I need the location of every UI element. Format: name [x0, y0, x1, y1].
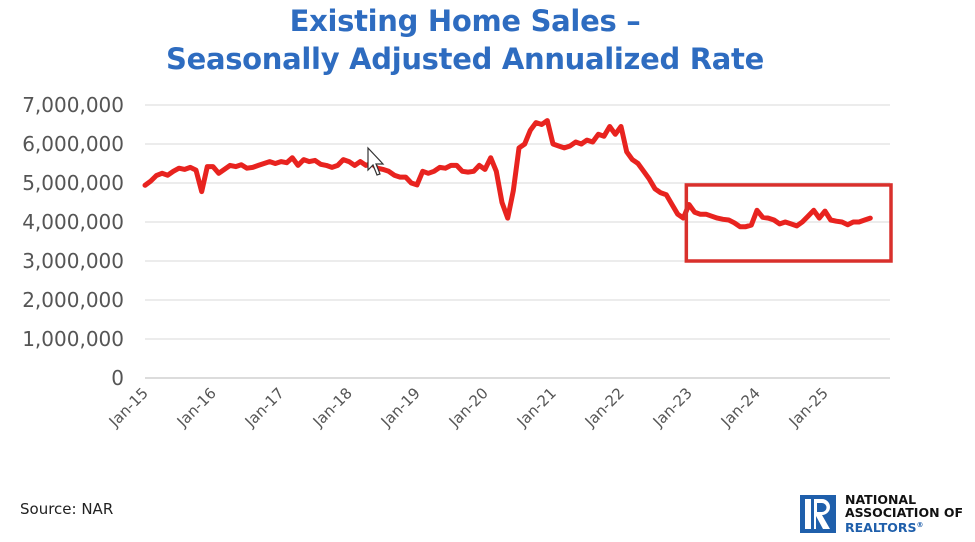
- registered-mark: ®: [916, 521, 924, 529]
- x-tick-label: Jan-21: [513, 384, 560, 431]
- source-note: Source: NAR: [20, 500, 114, 518]
- logo-line-2: ASSOCIATION OF: [845, 505, 964, 520]
- logo-line-1: NATIONAL: [845, 492, 917, 507]
- y-tick-label: 0: [111, 366, 124, 390]
- x-tick-label: Jan-25: [785, 384, 832, 431]
- x-tick-label: Jan-17: [241, 384, 288, 431]
- nar-logo: NATIONAL ASSOCIATION OF REALTORS®: [800, 493, 963, 534]
- highlight-box: [684, 183, 893, 263]
- series-line: [142, 118, 873, 230]
- chart-subtitle: Seasonally Adjusted Annualized Rate: [165, 42, 764, 76]
- y-tick-label: 6,000,000: [22, 132, 124, 156]
- realtor-r-logo-icon: [800, 494, 836, 533]
- mouse-pointer-icon: [367, 146, 385, 176]
- y-tick-label: 4,000,000: [22, 210, 124, 234]
- x-tick-label: Jan-20: [445, 384, 492, 431]
- y-tick-label: 7,000,000: [22, 93, 124, 117]
- x-tick-label: Jan-16: [173, 384, 220, 431]
- y-tick-label: 3,000,000: [22, 249, 124, 273]
- x-tick-label: Jan-15: [105, 384, 152, 431]
- logo-line-3: REALTORS: [845, 520, 917, 536]
- y-tick-label: 5,000,000: [22, 171, 124, 195]
- y-tick-label: 2,000,000: [22, 288, 124, 312]
- chart-title: Existing Home Sales –: [289, 4, 641, 38]
- x-tick-label: Jan-18: [309, 384, 356, 431]
- x-tick-label: Jan-24: [717, 384, 764, 431]
- x-tick-label: Jan-22: [581, 384, 628, 431]
- y-tick-label: 1,000,000: [22, 327, 124, 351]
- x-tick-label: Jan-19: [377, 384, 424, 431]
- x-tick-label: Jan-23: [649, 384, 696, 431]
